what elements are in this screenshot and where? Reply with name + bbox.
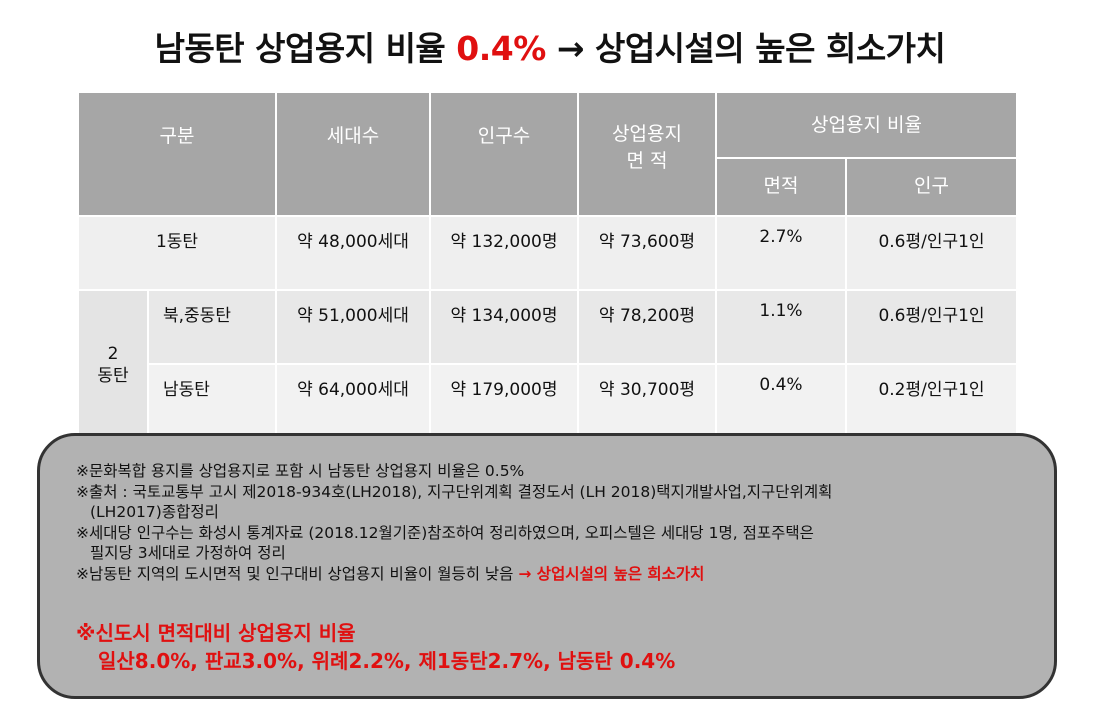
header-households: 세대수 [275, 91, 431, 217]
row-ratio-pop: 0.6평/인구1인 [844, 215, 1019, 291]
table-row: 남동탄 약 64,000세대 약 179,000명 약 30,700평 0.4%… [78, 363, 1019, 440]
row-area: 약 78,200평 [577, 289, 717, 365]
row-area: 약 73,600평 [577, 215, 717, 291]
header-ratio-area: 면적 [715, 157, 847, 217]
header-commercial-area: 상업용지 면 적 [577, 91, 717, 217]
note-conclusion: ※남동탄 지역의 도시면적 및 인구대비 상업용지 비율이 월등히 낮음 → 상… [76, 564, 705, 583]
page-title: 남동탄 상업용지 비율 0.4% → 상업시설의 높은 희소가치 [0, 22, 1100, 70]
row-ratio-pop: 0.6평/인구1인 [844, 289, 1019, 365]
row-ratio-pop: 0.2평/인구1인 [844, 363, 1019, 440]
row-ratio-area: 2.7% [715, 215, 847, 291]
title-highlight: 0.4% [456, 29, 546, 68]
row-population: 약 134,000명 [429, 289, 579, 365]
header-ratio: 상업용지 비율 [714, 91, 1019, 159]
header-population: 인구수 [429, 91, 579, 217]
row-population: 약 132,000명 [429, 215, 579, 291]
notes-box [37, 433, 1057, 699]
note-source: ※출처 : 국토교통부 고시 제2018-934호(LH2018), 지구단위계… [76, 482, 833, 501]
comparison-values: 일산8.0%, 판교3.0%, 위례2.2%, 제1동탄2.7%, 남동탄 0.… [98, 649, 676, 673]
header-division: 구분 [77, 91, 277, 217]
row-households: 약 48,000세대 [275, 215, 431, 291]
row-households: 약 51,000세대 [275, 289, 431, 365]
row-name: 북,중동탄 [147, 289, 277, 365]
header-ratio-population: 인구 [844, 157, 1019, 217]
note-population-basis: ※세대당 인구수는 화성시 통계자료 (2018.12월기준)참조하여 정리하였… [76, 523, 814, 542]
new-town-comparison: ※신도시 면적대비 상업용지 비율 일산8.0%, 판교3.0%, 위례2.2%… [76, 619, 976, 675]
row-population: 약 179,000명 [429, 363, 579, 440]
note-conclusion-highlight: → 상업시설의 높은 희소가치 [518, 564, 705, 583]
note-source-cont: (LH2017)종합정리 [90, 503, 219, 521]
row-households: 약 64,000세대 [275, 363, 431, 440]
title-suffix: → 상업시설의 높은 희소가치 [545, 29, 946, 68]
row-name: 남동탄 [147, 363, 277, 440]
row-area: 약 30,700평 [577, 363, 717, 440]
group-label: 2 동탄 [77, 289, 149, 440]
table-row: 1동탄 약 48,000세대 약 132,000명 약 73,600평 2.7%… [77, 215, 1019, 291]
table-row: 2 동탄 북,중동탄 약 51,000세대 약 134,000명 약 78,200… [77, 289, 1019, 440]
row-name: 1동탄 [77, 215, 277, 291]
row-ratio-area: 0.4% [715, 363, 847, 440]
commercial-land-table: 구분 세대수 인구수 상업용지 면 적 상업용지 비율 면적 인구 1동탄 약 4… [77, 91, 1019, 440]
note-population-basis-cont: 필지당 3세대로 가정하여 정리 [90, 544, 286, 562]
comparison-heading: ※신도시 면적대비 상업용지 비율 [76, 621, 356, 645]
notes-text: ※문화복합 용지를 상업용지로 포함 시 남동탄 상업용지 비율은 0.5% ※… [76, 461, 1036, 584]
title-prefix: 남동탄 상업용지 비율 [154, 29, 457, 68]
note-mixed-use: ※문화복합 용지를 상업용지로 포함 시 남동탄 상업용지 비율은 0.5% [76, 462, 525, 480]
row-ratio-area: 1.1% [715, 289, 847, 365]
